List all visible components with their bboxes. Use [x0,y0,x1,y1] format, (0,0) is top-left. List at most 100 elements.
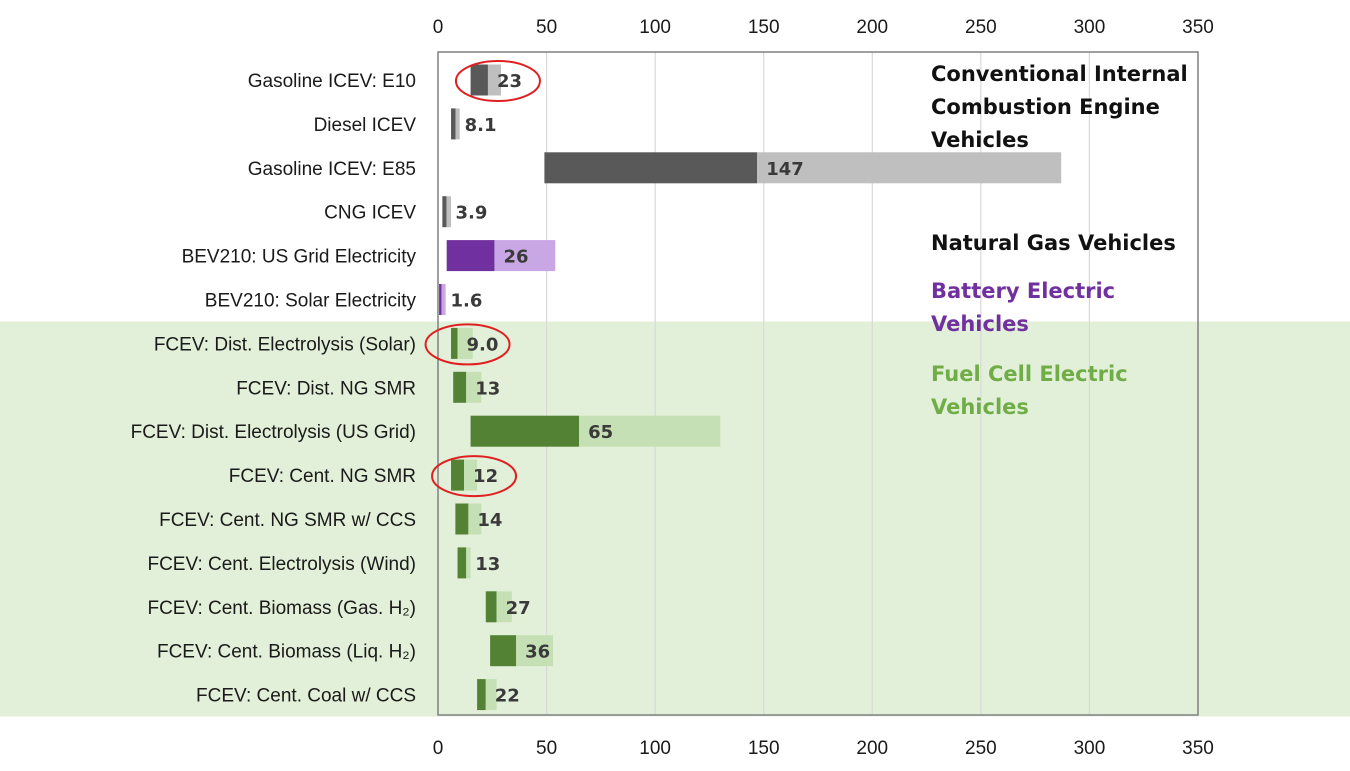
x-tick-top-250: 250 [965,17,997,38]
bar-low-fcev-cent-biomass-gas-h [485,591,497,623]
category-label-fcev-dist-electrolysis-us-grid: FCEV: Dist. Electrolysis (US Grid) [131,422,416,443]
x-tick-top-350: 350 [1182,17,1214,38]
category-label-fcev-cent-ng-smr: FCEV: Cent. NG SMR [229,466,416,487]
fcev-background-band [0,321,1350,717]
bar-low-cng-icev [442,196,447,228]
category-label-fcev-dist-ng-smr: FCEV: Dist. NG SMR [236,378,416,399]
labels: 23 Gasoline ICEV: E10 8.1 Diesel ICEV 147 Gas… [131,17,1214,759]
category-label-fcev-cent-biomass-liq-h: FCEV: Cent. Biomass (Liq. H₂) [157,642,416,663]
plot-frame-layer [437,51,1199,716]
bar-high-bev210-solar-electricity [441,284,446,315]
value-label-fcev-cent-electrolysis-wind: 13 [475,554,500,575]
bar-low-fcev-dist-electrolysis-us-grid [470,415,580,447]
bar-high-fcev-cent-biomass-liq-h [516,635,554,667]
category-label-diesel-icev: Diesel ICEV [314,115,417,136]
value-label-fcev-cent-coal-w-ccs: 22 [495,686,520,707]
category-label-fcev-cent-electrolysis-wind: FCEV: Cent. Electrolysis (Wind) [147,554,416,575]
value-label-bev210-solar-electricity: 1.6 [450,291,482,312]
x-tick-bottom-350: 350 [1182,738,1214,759]
legend-item-natural-gas-vehicles: Natural Gas Vehicles [931,231,1176,255]
value-label-fcev-cent-ng-smr: 12 [473,466,498,487]
x-tick-bottom-300: 300 [1074,738,1106,759]
bar-high-fcev-cent-ng-smr-w-ccs [468,503,482,535]
highlight-circle-gasoline-icev-e10 [454,60,541,102]
category-label-cng-icev: CNG ICEV [324,203,416,224]
x-tick-top-50: 50 [536,17,557,38]
bar-low-bev210-solar-electricity [439,284,442,315]
legend-text-line: Vehicles [931,128,1029,152]
category-label-fcev-cent-biomass-gas-h: FCEV: Cent. Biomass (Gas. H₂) [147,598,416,619]
x-tick-top-0: 0 [433,17,444,38]
value-label-fcev-dist-electrolysis-solar: 9.0 [467,334,499,355]
legend-text-line: Fuel Cell Electric [931,362,1128,386]
highlight-circles [424,60,541,498]
bar-high-fcev-dist-ng-smr [466,371,482,403]
value-label-fcev-dist-ng-smr: 13 [475,378,500,399]
value-label-gasoline-icev-e10: 23 [497,71,522,92]
legend-text-line: Natural Gas Vehicles [931,231,1176,255]
bar-low-fcev-cent-biomass-liq-h [490,635,517,667]
bar-high-diesel-icev [455,108,460,140]
bar-high-cng-icev [446,196,452,228]
category-label-fcev-cent-coal-w-ccs: FCEV: Cent. Coal w/ CCS [196,686,416,707]
value-label-fcev-dist-electrolysis-us-grid: 65 [588,422,613,443]
bar-high-gasoline-icev-e85 [757,152,1062,184]
x-tick-top-200: 200 [856,17,888,38]
bar-low-bev210-us-grid-electricity [446,240,495,272]
category-label-bev210-us-grid-electricity: BEV210: US Grid Electricity [182,247,417,268]
bar-low-fcev-dist-electrolysis-solar [451,327,458,359]
highlight-circle-fcev-cent-ng-smr [431,455,518,498]
bar-low-fcev-cent-ng-smr [451,459,465,491]
value-label-fcev-cent-ng-smr-w-ccs: 14 [477,510,502,531]
legend-item-conventional-internal-combustion-engine-vehicles: Conventional Internal Combustion Engine Ve… [931,62,1188,152]
value-label-gasoline-icev-e85: 147 [766,159,804,180]
value-label-fcev-cent-biomass-liq-h: 36 [525,642,550,663]
legend-text-line: Vehicles [931,312,1029,336]
x-tick-bottom-0: 0 [433,738,444,759]
value-label-cng-icev: 3.9 [455,203,487,224]
x-tick-top-300: 300 [1074,17,1106,38]
category-label-bev210-solar-electricity: BEV210: Solar Electricity [205,291,417,312]
bar-high-fcev-cent-biomass-gas-h [496,591,512,623]
bar-high-fcev-cent-electrolysis-wind [466,547,471,579]
bar-low-gasoline-icev-e85 [544,152,758,184]
bar-high-fcev-dist-electrolysis-us-grid [579,415,721,447]
legend-text-line: Combustion Engine [931,95,1160,119]
bar-low-diesel-icev [451,108,456,140]
x-tick-bottom-50: 50 [536,738,557,759]
bar-high-fcev-cent-coal-w-ccs [485,679,497,711]
legend-item-battery-electric-vehicles: Battery Electric Vehicles [931,279,1115,336]
value-label-diesel-icev: 8.1 [465,115,497,136]
legend: Conventional Internal Combustion Engine Ve… [931,62,1188,419]
x-tick-bottom-100: 100 [639,738,671,759]
legend-text-line: Vehicles [931,395,1029,419]
category-label-fcev-dist-electrolysis-solar: FCEV: Dist. Electrolysis (Solar) [154,334,416,355]
bar-low-gasoline-icev-e10 [470,64,488,96]
bars [439,64,1062,711]
legend-text-line: Battery Electric [931,279,1115,303]
x-tick-bottom-200: 200 [856,738,888,759]
fcev-background-band-layer [0,321,1350,717]
bar-low-fcev-cent-electrolysis-wind [457,547,467,579]
x-tick-bottom-150: 150 [748,738,780,759]
legend-item-fuel-cell-electric-vehicles: Fuel Cell Electric Vehicles [931,362,1128,419]
bar-low-fcev-cent-coal-w-ccs [477,679,486,711]
plot-frame [437,51,1199,716]
bar-high-bev210-us-grid-electricity [494,240,556,272]
x-tick-top-100: 100 [639,17,671,38]
x-tick-bottom-250: 250 [965,738,997,759]
bar-high-gasoline-icev-e10 [487,64,501,96]
legend-text-line: Conventional Internal [931,62,1188,86]
bar-low-fcev-dist-ng-smr [453,371,467,403]
value-label-fcev-cent-biomass-gas-h: 27 [506,598,531,619]
category-label-fcev-cent-ng-smr-w-ccs: FCEV: Cent. NG SMR w/ CCS [159,510,416,531]
category-label-gasoline-icev-e10: Gasoline ICEV: E10 [248,71,416,92]
bar-high-fcev-dist-electrolysis-solar [457,327,473,359]
x-tick-top-150: 150 [748,17,780,38]
category-label-gasoline-icev-e85: Gasoline ICEV: E85 [248,159,416,180]
value-label-bev210-us-grid-electricity: 26 [503,247,528,268]
bar-high-fcev-cent-ng-smr [464,459,478,491]
highlight-circle-fcev-dist-electrolysis-solar [424,323,511,366]
